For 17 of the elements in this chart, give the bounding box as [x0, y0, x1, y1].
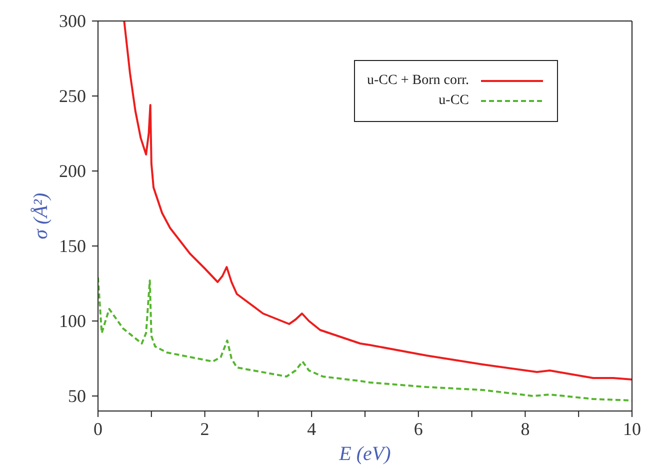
y-axis-title: σ (Å²) [30, 192, 52, 240]
x-tick-label: 0 [94, 419, 102, 440]
legend-label: u-CC [438, 93, 469, 109]
x-tick-label: 4 [307, 419, 316, 440]
y-tick-label: 150 [59, 236, 86, 256]
y-tick-label: 250 [59, 86, 86, 106]
y-tick-label: 200 [59, 161, 86, 181]
x-tick-label: 10 [623, 419, 641, 440]
x-axis-title: E (eV) [338, 443, 392, 466]
legend-label: u-CC + Born corr. [367, 73, 469, 89]
y-tick-label: 300 [59, 11, 86, 31]
x-tick-label: 6 [414, 419, 423, 440]
x-tick-label: 2 [200, 419, 210, 440]
y-tick-label: 50 [68, 386, 86, 406]
y-tick-label: 100 [59, 311, 86, 331]
x-tick-label: 8 [520, 419, 530, 440]
line-series [123, 21, 632, 380]
